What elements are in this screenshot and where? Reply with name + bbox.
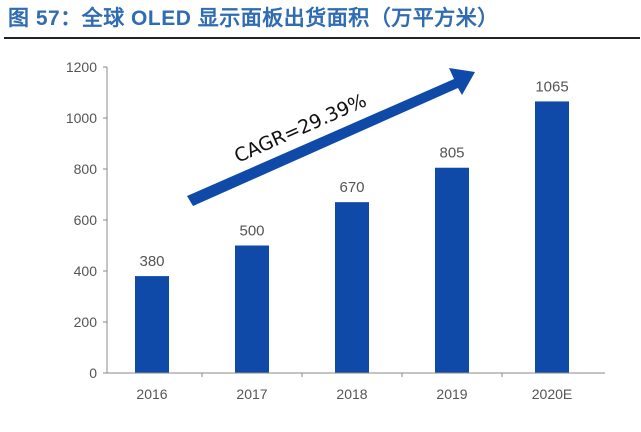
- x-tick-label: 2020E: [532, 386, 572, 402]
- y-tick-label: 600: [74, 212, 98, 228]
- y-axis: 0 200 400 600 800 1000 1200: [66, 59, 108, 381]
- x-tick-label: 2019: [436, 386, 467, 402]
- x-tick-label: 2018: [336, 386, 367, 402]
- bar-2016: [135, 276, 169, 373]
- y-tick-label: 1000: [66, 110, 97, 126]
- growth-arrow-icon: [187, 68, 475, 206]
- bar-2018: [335, 202, 369, 373]
- bars: 380 500 670 805 1065: [135, 78, 569, 374]
- bar-2017: [235, 245, 269, 373]
- bar-2020E: [535, 101, 569, 374]
- y-tick-label: 400: [74, 263, 98, 279]
- cagr-annotation: CAGR=29.39%: [187, 68, 475, 206]
- data-label: 500: [239, 223, 264, 240]
- data-label: 805: [439, 145, 464, 162]
- data-label: 670: [339, 179, 364, 196]
- title-divider: [4, 37, 640, 39]
- y-tick-label: 0: [89, 365, 97, 381]
- y-tick-label: 200: [74, 314, 98, 330]
- x-axis: 2016 2017 2018 2019 2020E: [107, 372, 605, 402]
- x-tick-label: 2017: [236, 386, 267, 402]
- bar-2019: [435, 167, 469, 373]
- data-label: 380: [139, 253, 164, 270]
- y-tick-label: 1200: [66, 59, 97, 75]
- chart-title: 图 57：全球 OLED 显示面板出货面积（万平方米）: [8, 7, 499, 30]
- data-label: 1065: [535, 78, 568, 95]
- y-tick-label: 800: [74, 161, 98, 177]
- x-tick-label: 2016: [136, 386, 167, 402]
